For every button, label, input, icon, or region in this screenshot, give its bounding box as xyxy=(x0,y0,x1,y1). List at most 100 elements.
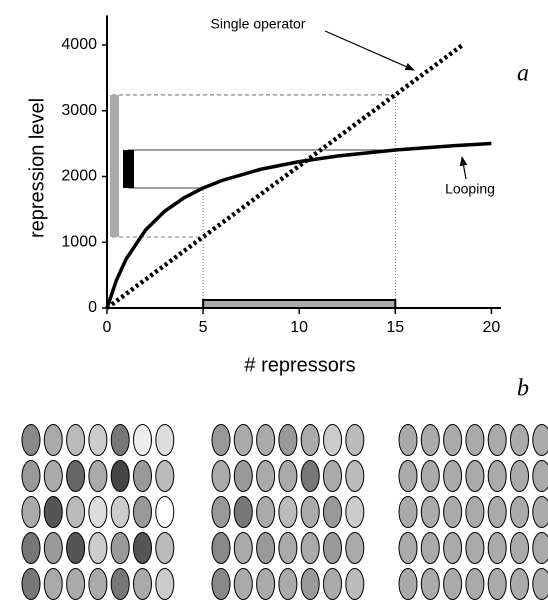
range-bar xyxy=(123,149,134,189)
cell xyxy=(510,496,529,528)
cell xyxy=(420,532,440,564)
cell xyxy=(510,568,529,600)
cell xyxy=(110,532,130,564)
cell xyxy=(133,496,152,528)
cell xyxy=(88,424,108,456)
cell xyxy=(465,424,485,456)
cell xyxy=(211,568,231,600)
cell xyxy=(323,460,342,492)
cell xyxy=(398,496,418,528)
cell xyxy=(300,532,320,564)
cell xyxy=(465,568,485,600)
cell xyxy=(398,460,418,492)
x-tick-label: 20 xyxy=(482,319,500,336)
cell xyxy=(487,424,507,456)
cell xyxy=(345,496,365,528)
cell xyxy=(88,496,108,528)
cell xyxy=(300,568,320,600)
cell xyxy=(323,424,342,456)
cell xyxy=(155,424,175,456)
cell xyxy=(465,460,485,492)
cell xyxy=(233,460,253,492)
y-tick-label: 1000 xyxy=(61,233,97,250)
annotation: Single operator xyxy=(211,16,306,32)
cell xyxy=(345,460,365,492)
range-bar xyxy=(202,299,397,309)
cell xyxy=(345,532,365,564)
cell xyxy=(133,424,152,456)
cell xyxy=(88,532,108,564)
cell xyxy=(300,496,320,528)
cell xyxy=(398,532,418,564)
cell xyxy=(155,568,175,600)
y-tick-label: 3000 xyxy=(61,102,97,119)
cell xyxy=(211,532,231,564)
x-tick-label: 15 xyxy=(386,319,404,336)
panel-label: b xyxy=(517,376,529,402)
cell xyxy=(233,532,253,564)
cell xyxy=(21,424,41,456)
cell xyxy=(211,424,231,456)
line-series xyxy=(105,43,464,310)
cell xyxy=(133,568,152,600)
cell xyxy=(300,424,320,456)
cell xyxy=(110,460,130,492)
cell xyxy=(398,424,418,456)
cell xyxy=(300,460,320,492)
cell xyxy=(110,496,130,528)
y-tick-label: 4000 xyxy=(61,36,97,53)
cell xyxy=(256,424,276,456)
range-bar xyxy=(110,94,119,237)
x-tick-label: 0 xyxy=(103,319,112,336)
cell xyxy=(110,424,130,456)
cell xyxy=(66,460,86,492)
cell xyxy=(323,532,342,564)
cell xyxy=(420,568,440,600)
y-tick-label: 2000 xyxy=(61,168,97,185)
x-tick-label: 10 xyxy=(290,319,308,336)
cell xyxy=(278,496,298,528)
line-series xyxy=(105,141,492,309)
cell xyxy=(420,424,440,456)
cell xyxy=(345,424,365,456)
cell xyxy=(233,568,253,600)
cell xyxy=(278,424,298,456)
cell xyxy=(43,424,63,456)
cell xyxy=(510,460,529,492)
annotation: Looping xyxy=(445,181,495,197)
cell xyxy=(510,532,529,564)
cell xyxy=(43,496,63,528)
cell xyxy=(133,460,152,492)
cell xyxy=(155,460,175,492)
x-axis-label: # repressors xyxy=(244,354,355,376)
cell xyxy=(532,532,548,564)
cell xyxy=(420,496,440,528)
cell xyxy=(21,496,41,528)
cell xyxy=(420,460,440,492)
cell xyxy=(88,568,108,600)
cell xyxy=(133,532,152,564)
annotation-arrow xyxy=(459,156,468,180)
y-tick-label: 0 xyxy=(88,299,97,316)
cell xyxy=(443,532,463,564)
cell xyxy=(256,496,276,528)
cell xyxy=(487,496,507,528)
cell xyxy=(398,568,418,600)
cell xyxy=(487,568,507,600)
cell xyxy=(532,424,548,456)
cell xyxy=(532,568,548,600)
cell xyxy=(487,532,507,564)
cell xyxy=(43,568,63,600)
panel-label: a xyxy=(517,61,529,87)
cell xyxy=(443,424,463,456)
cell xyxy=(110,568,130,600)
cell xyxy=(465,496,485,528)
cell xyxy=(323,496,342,528)
cell xyxy=(66,568,86,600)
cell xyxy=(443,460,463,492)
cell xyxy=(211,460,231,492)
cell xyxy=(233,496,253,528)
cell xyxy=(43,460,63,492)
cell xyxy=(323,568,342,600)
cell xyxy=(43,532,63,564)
